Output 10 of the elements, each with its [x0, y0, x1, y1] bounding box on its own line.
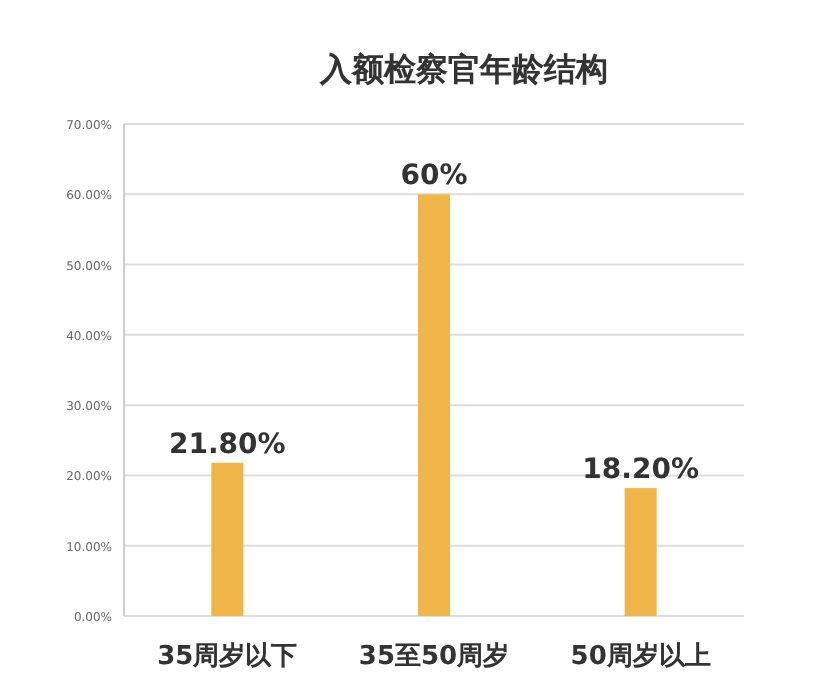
chart-title: 入额检察官年龄结构	[318, 50, 608, 88]
x-tick-label: 50周岁以上	[570, 642, 711, 672]
x-tick-label: 35周岁以下	[157, 642, 298, 672]
data-label: 21.80%	[169, 428, 286, 461]
data-label: 18.20%	[582, 454, 699, 487]
bar	[211, 462, 244, 616]
x-tick-label: 35至50周岁	[358, 642, 510, 672]
bar	[624, 488, 657, 616]
data-label: 60%	[400, 160, 468, 193]
bar	[418, 194, 450, 616]
